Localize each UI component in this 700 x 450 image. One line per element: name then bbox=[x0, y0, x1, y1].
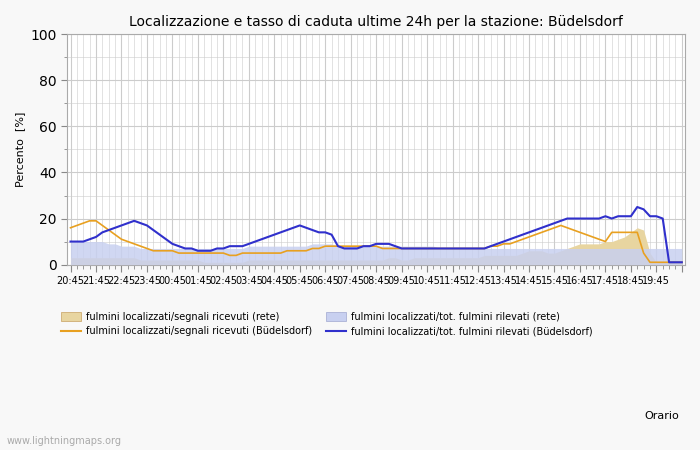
Title: Localizzazione e tasso di caduta ultime 24h per la stazione: Büdelsdorf: Localizzazione e tasso di caduta ultime … bbox=[130, 15, 623, 29]
Text: Orario: Orario bbox=[644, 411, 679, 421]
Text: www.lightningmaps.org: www.lightningmaps.org bbox=[7, 436, 122, 446]
Y-axis label: Percento  [%]: Percento [%] bbox=[15, 112, 25, 187]
Legend: fulmini localizzati/segnali ricevuti (rete), fulmini localizzati/segnali ricevut: fulmini localizzati/segnali ricevuti (re… bbox=[57, 308, 596, 340]
